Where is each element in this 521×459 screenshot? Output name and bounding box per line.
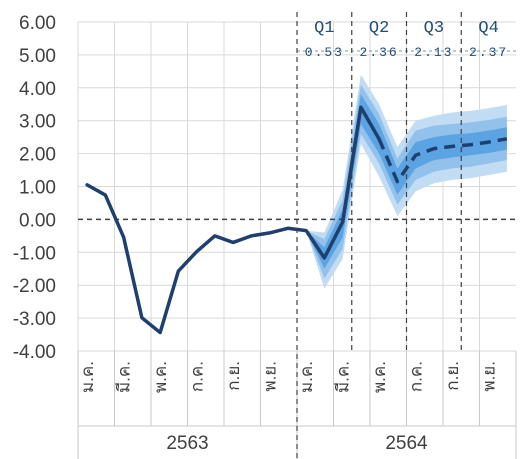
y-tick-label: -1.00: [13, 243, 56, 264]
x-tick-label: มี.ค.: [115, 361, 134, 393]
y-tick-label: -4.00: [13, 342, 56, 363]
quarter-label: Q3: [424, 19, 444, 38]
x-tick-label: พ.ค.: [370, 361, 389, 393]
quarter-dividers: [296, 12, 516, 459]
quarter-value: 2.36: [360, 45, 399, 60]
y-tick-label: 3.00: [19, 112, 56, 133]
y-tick-label: 5.00: [19, 46, 56, 67]
quarter-value: 0.53: [305, 45, 344, 60]
y-tick-label: 0.00: [19, 210, 56, 231]
y-tick-label: 2.00: [19, 145, 56, 166]
y-tick-label: 6.00: [19, 13, 56, 34]
y-tick-label: -2.00: [13, 276, 56, 297]
x-tick-label: มี.ค.: [334, 361, 353, 393]
x-tick-label: ก.ย.: [443, 361, 462, 391]
year-label: 2564: [385, 433, 428, 454]
quarter-label: Q1: [314, 19, 334, 38]
y-tick-label: 4.00: [19, 79, 56, 100]
quarter-value: 2.13: [414, 45, 453, 60]
x-tick-label: พ.ค.: [151, 361, 170, 393]
y-tick-label: -3.00: [13, 309, 56, 330]
y-tick-label: 1.00: [19, 178, 56, 199]
x-tick-label: พ.ย.: [480, 361, 499, 392]
x-tick-label: ก.ค.: [188, 361, 207, 392]
axis-labels: 6.00 5.00 4.00 3.00 2.00 1.00 0.00 -1.00 -2.00 -3…: [13, 13, 508, 454]
x-tick-label: ก.ย.: [224, 361, 243, 391]
quarter-value: 2.37: [469, 45, 508, 60]
quarter-label: Q4: [478, 19, 498, 38]
year-label: 2563: [166, 433, 208, 454]
x-tick-label: ม.ค.: [297, 361, 316, 393]
x-tick-label: ม.ค.: [78, 361, 97, 393]
x-tick-label: พ.ย.: [261, 361, 280, 392]
quarter-label: Q2: [369, 19, 389, 38]
x-tick-label: ก.ค.: [407, 361, 426, 392]
forecast-line: [377, 137, 508, 184]
